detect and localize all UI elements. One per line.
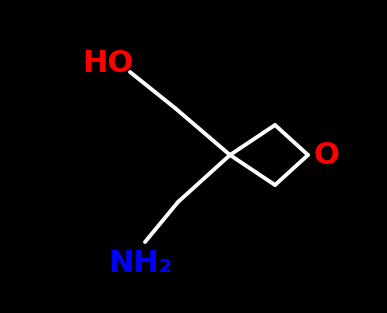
Text: O: O <box>313 141 339 170</box>
Text: NH₂: NH₂ <box>108 249 172 279</box>
Text: HO: HO <box>82 49 134 79</box>
